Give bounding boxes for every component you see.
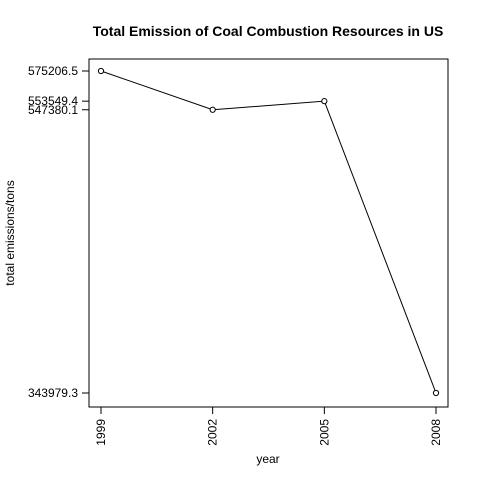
x-tick-label: 2002 [206,419,220,446]
y-tick-label: 553549.4 [28,94,78,108]
y-tick-label: 575206.5 [28,64,78,78]
data-point-2005 [321,98,328,105]
data-point-1999 [97,67,105,75]
x-axis-label: year [256,452,279,466]
x-tick-label: 2005 [317,419,331,446]
x-tick-label: 2008 [429,419,443,446]
x-axis: 1999 2002 2005 2008 [94,407,443,446]
plot-frame [88,58,449,408]
series-layer [97,67,440,397]
y-tick-label: 343979.3 [28,386,78,400]
chart-title: Total Emission of Coal Combustion Resour… [93,23,444,39]
x-tick-label: 1999 [94,419,108,446]
y-axis-label: total emissions/tons [3,180,17,285]
data-point-2008 [432,389,440,397]
y-tick-label: 547380.1 [28,103,78,117]
series-line [100,70,437,394]
data-point-2002 [209,106,216,113]
